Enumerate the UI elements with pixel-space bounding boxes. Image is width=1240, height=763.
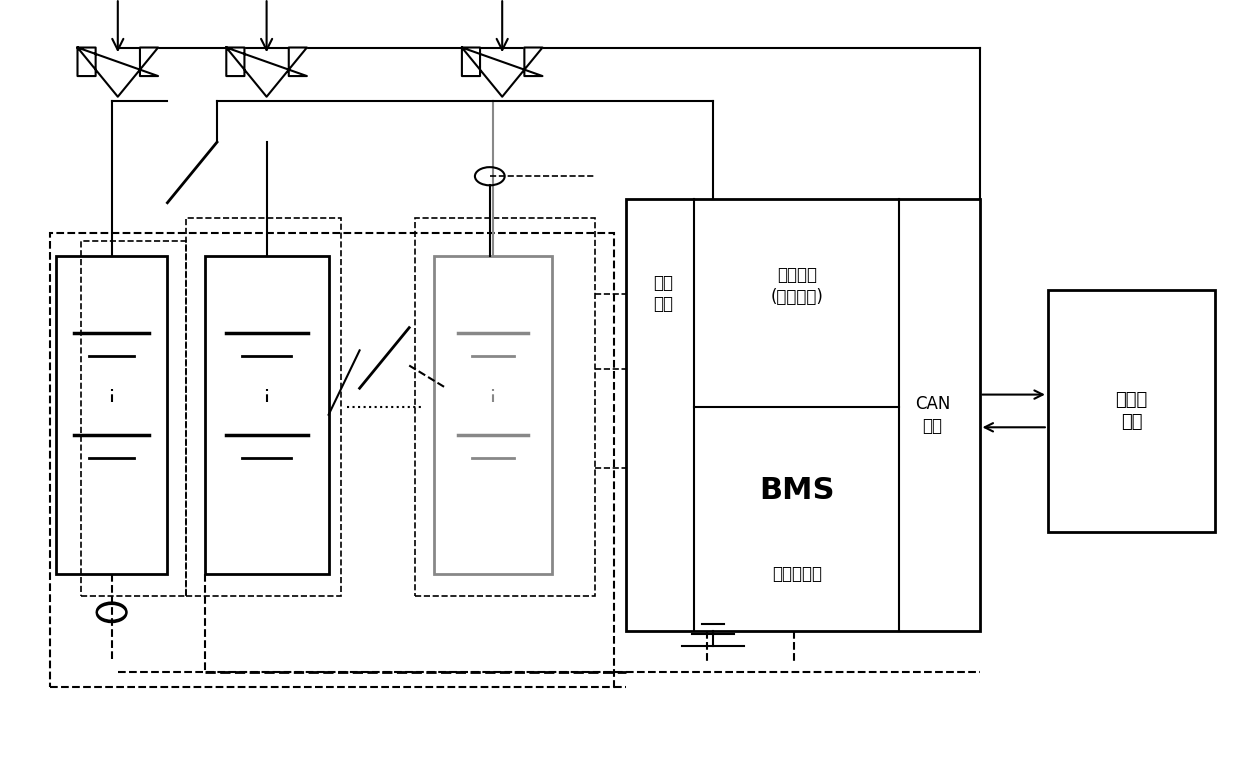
Text: 上级控
制器: 上级控 制器 — [1115, 391, 1148, 431]
Bar — [186, 218, 341, 597]
Polygon shape — [77, 47, 159, 97]
Bar — [415, 218, 595, 597]
Text: 数据采集
(电压温度): 数据采集 (电压温度) — [771, 266, 823, 306]
Bar — [56, 256, 167, 574]
Bar — [434, 256, 552, 574]
Bar — [626, 199, 980, 630]
Bar — [81, 240, 186, 597]
Text: BMS: BMS — [760, 476, 835, 505]
Bar — [50, 233, 614, 687]
Polygon shape — [226, 47, 306, 97]
Bar — [205, 256, 329, 574]
Text: 绝缘
检测: 绝缘 检测 — [653, 274, 673, 313]
Text: 接触器控制: 接触器控制 — [773, 565, 822, 583]
Polygon shape — [463, 47, 543, 97]
Bar — [1048, 290, 1215, 532]
Text: CAN
通信: CAN 通信 — [915, 394, 950, 435]
